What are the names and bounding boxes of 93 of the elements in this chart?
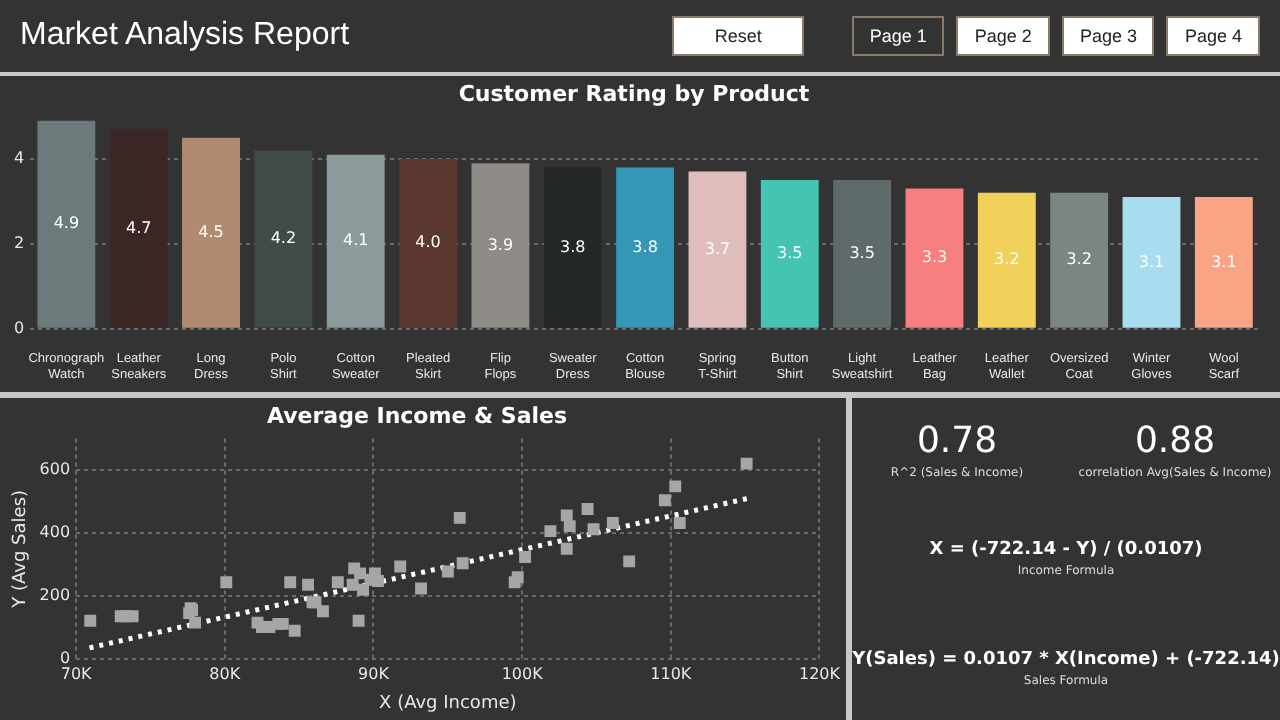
data-label: 3.1 [1211,252,1237,271]
bar [399,158,457,328]
chart-title: Average Income & Sales [266,402,568,429]
data-label: 3.5 [849,244,875,263]
data-label: 4.2 [270,229,297,248]
bar [688,171,747,328]
text: 0.88 [1134,419,1216,461]
data-label: 3.8 [632,237,658,256]
y-tick-label: 2 [13,234,25,252]
bar [1050,192,1109,328]
point [84,614,97,627]
point [544,525,557,538]
point [284,576,297,589]
y-tick-label: 0 [59,649,71,668]
text: Page 4 [1166,16,1260,56]
bar [616,167,675,328]
bar [543,167,602,328]
data-label: 3.2 [1066,250,1092,269]
point [511,571,524,584]
x-tick-label: 100K [501,664,545,683]
point [587,523,600,536]
text: Page 3 [1061,16,1155,56]
data-label: 3.7 [704,239,731,258]
text: 0.78 [916,419,998,461]
data-label: 4.1 [342,231,369,250]
point [189,616,202,629]
point [658,494,671,507]
point [352,614,365,627]
y-axis-title: Y (Avg Sales) [11,489,32,610]
bar [326,154,385,328]
bar [254,150,313,328]
bar [905,188,964,328]
point [623,555,636,568]
bar [977,192,1036,328]
data-label: 3.8 [560,237,586,256]
x-tick-label: 120K [798,664,842,683]
point [740,457,753,470]
y-tick-label: 600 [39,460,71,479]
point [453,511,466,524]
point [581,503,594,516]
x-axis-title: X (Avg Income) [379,693,517,714]
point [415,582,427,595]
point [357,583,370,596]
chart-title: Customer Rating by Product [458,80,810,107]
point [302,578,315,591]
text: Page 2 [956,16,1050,56]
bar [37,120,96,328]
point [316,605,329,618]
point [441,565,454,578]
x-tick-label: 70K [60,664,94,683]
x-tick-label: 90K [358,664,391,683]
point [288,624,301,637]
x-tick-label: 110K [650,664,693,683]
data-label: 4.9 [53,214,80,233]
point [456,557,469,570]
point [560,542,573,555]
data-label: 3.1 [1138,252,1165,271]
point [669,480,682,493]
point [394,560,407,573]
point [354,567,367,580]
point [371,575,384,587]
y-tick-label: 400 [39,523,71,542]
y-tick-label: 200 [39,586,71,605]
y-tick-label: 0 [13,318,25,337]
data-label: 3.2 [994,250,1020,269]
point [560,509,573,522]
point [563,520,576,533]
text: Y(Sales) = 0.0107 * X(Income) + (-722.14) [852,650,1280,670]
point [331,576,344,589]
point [519,551,532,563]
data-label: 4.5 [198,222,224,241]
y-tick-label: 4 [13,149,25,168]
point [606,516,619,529]
bar [109,129,168,328]
data-label: 3.9 [487,235,514,254]
bar [1122,197,1181,328]
point [220,576,233,589]
data-label: 4.7 [125,218,152,237]
data-label: 3.5 [777,244,803,263]
bar [1194,197,1253,328]
data-label: 4.0 [415,233,441,252]
text: X = (-722.14 - Y) / (0.0107) [929,540,1203,560]
bar [182,137,240,328]
x-tick-label: 80K [209,664,242,683]
point [126,610,139,623]
data-label: 3.3 [921,248,948,267]
point [346,578,359,591]
point [673,516,686,529]
bar [471,163,530,328]
text: Market Analysis Report [20,18,352,54]
text: Page 1 [851,16,945,56]
bar [760,180,819,328]
text: Reset [672,16,804,56]
